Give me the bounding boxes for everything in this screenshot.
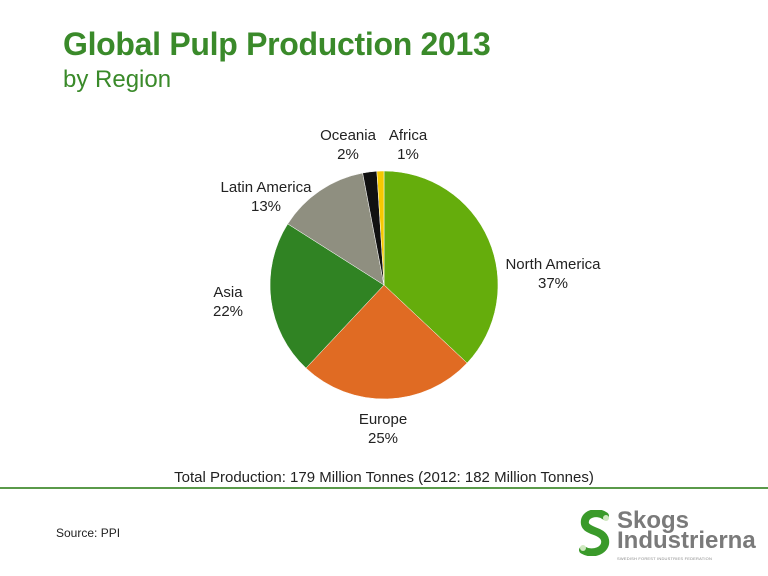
label-pct: 1% xyxy=(397,146,419,163)
label-pct: 13% xyxy=(250,198,282,215)
label-name: Oceania xyxy=(320,127,376,144)
label-pct: 2% xyxy=(337,146,359,163)
divider-line xyxy=(0,487,768,489)
pie-slice-europe xyxy=(305,284,468,400)
pie-chart xyxy=(269,170,499,400)
page-subtitle: by Region xyxy=(63,66,172,93)
label-north-america: North America 37% xyxy=(505,255,600,293)
logo-text-skogs: Skogs xyxy=(617,507,690,534)
label-pct: 22% xyxy=(212,303,244,320)
label-name: Europe xyxy=(358,411,408,428)
logo-text-industrierna: Industrierna xyxy=(617,527,756,554)
label-name: Latin America xyxy=(220,179,312,196)
pie-slice-north-america xyxy=(383,170,499,364)
s-leaf-logo-icon xyxy=(579,510,610,556)
label-pct: 37% xyxy=(537,275,569,292)
pie-slice-asia xyxy=(269,223,385,369)
logo-tagline: SWEDISH FOREST INDUSTRIES FEDERATION xyxy=(617,556,713,561)
label-name: Africa xyxy=(388,127,428,144)
label-latin-america: Latin America 13% xyxy=(221,178,312,216)
label-africa: Africa 1% xyxy=(389,126,427,164)
label-europe: Europe 25% xyxy=(359,410,407,448)
pie-slice-africa xyxy=(376,170,385,286)
skogsindustrierna-logo: Skogs Industrierna SWEDISH FOREST INDUST… xyxy=(577,507,757,561)
source-note: Source: PPI xyxy=(56,526,121,540)
label-oceania: Oceania 2% xyxy=(320,126,376,164)
pie-slice-latin-america xyxy=(287,172,385,286)
total-production-note: Total Production: 179 Million Tonnes (20… xyxy=(174,469,594,486)
label-name: North America xyxy=(505,256,601,273)
page-title: Global Pulp Production 2013 xyxy=(63,26,491,62)
label-name: Asia xyxy=(213,284,243,301)
label-pct: 25% xyxy=(367,430,399,447)
label-asia: Asia 22% xyxy=(213,283,243,321)
